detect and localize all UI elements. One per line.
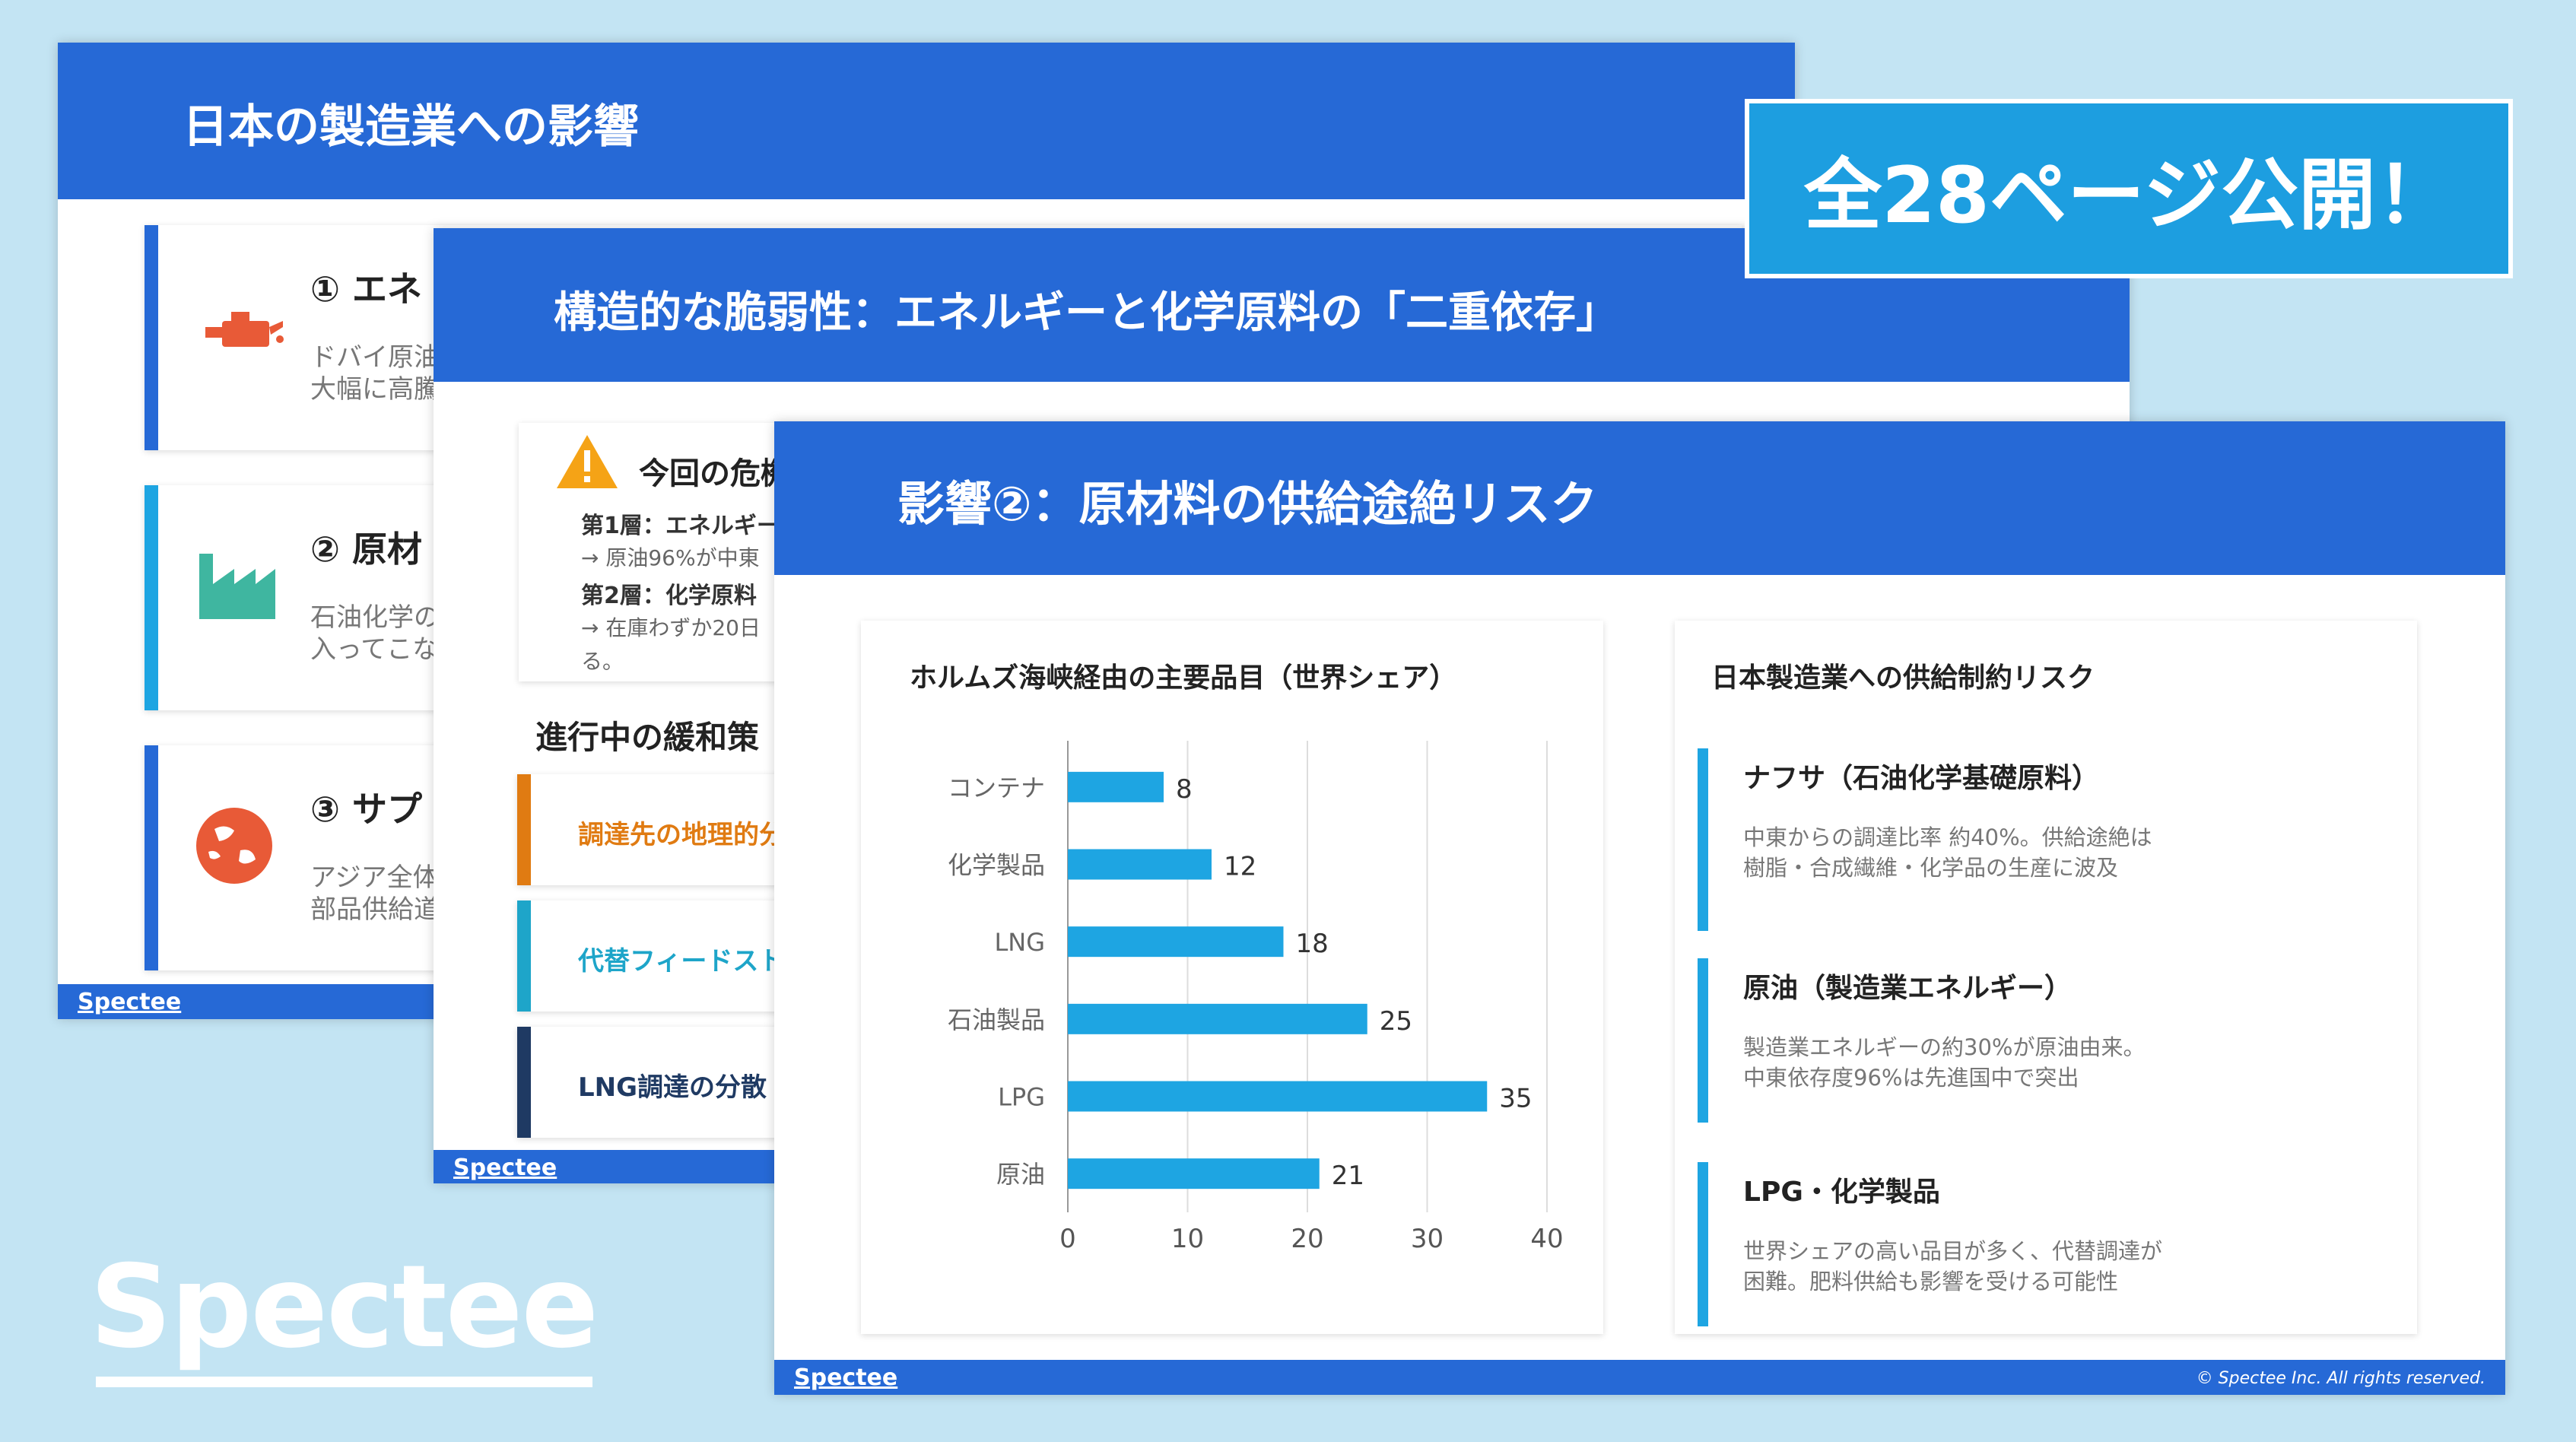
slide-header: 影響②：原材料の供給途絶リスク (774, 421, 2505, 575)
warning-line: → 原油96%が中東 (581, 545, 760, 570)
page-count-text: 全28ページ公開！ (1804, 150, 2454, 241)
x-tick-label: 40 (1530, 1224, 1563, 1254)
card-desc: 入ってこな (310, 634, 439, 665)
risk-title: 原油（製造業エネルギー） (1743, 973, 2073, 1004)
category-label: 石油製品 (948, 1005, 1045, 1034)
card-accent-bar (145, 745, 158, 970)
slide-title: 影響②：原材料の供給途絶リスク (897, 476, 1598, 532)
warning-icon (557, 435, 618, 488)
warning-line: 第2層：化学原料 (581, 583, 757, 609)
copyright: © Spectee Inc. All rights reserved. (2196, 1369, 2485, 1388)
slide-footer: Spectee © Spectee Inc. All rights reserv… (774, 1360, 2505, 1395)
risk-desc: 困難。肥料供給も影響を受ける可能性 (1743, 1269, 2119, 1294)
bar (1068, 849, 1212, 880)
logo-underline (96, 1377, 593, 1387)
warning-title: 今回の危機 (639, 456, 791, 491)
data-label: 8 (1176, 774, 1193, 805)
risk-item-crude: 原油（製造業エネルギー） 製造業エネルギーの約30%が原油由来。 中東依存度96… (1698, 958, 2382, 1123)
warning-line: 第1層：エネルギー (581, 513, 780, 539)
risk-accent-bar (1698, 1162, 1708, 1326)
bar (1068, 926, 1284, 958)
category-label: 原油 (996, 1160, 1045, 1189)
bar (1068, 1081, 1488, 1112)
bar (1068, 1158, 1320, 1189)
card-accent-bar (145, 225, 158, 450)
bar-chart: 0 10 20 30 40 コンテナ 8 化学製品 12 LNG 18 石油製品 25 LPG 35 原油 21 (948, 741, 1564, 1254)
footer-logo: Spectee (78, 989, 182, 1015)
x-tick-label: 20 (1291, 1224, 1323, 1254)
risk-desc: 樹脂・合成繊維・化学品の生産に波及 (1743, 855, 2119, 881)
warning-line: → 在庫わずか20日 (581, 615, 761, 640)
risk-accent-bar (1698, 958, 1708, 1123)
x-tick-label: 0 (1059, 1224, 1076, 1254)
card-desc: ドバイ原油 (310, 342, 440, 373)
data-label: 21 (1332, 1161, 1364, 1191)
risk-accent-bar (1698, 748, 1708, 931)
risk-desc: 中東依存度96%は先進国中で突出 (1743, 1065, 2079, 1091)
slide-header: 日本の製造業への影響 (58, 43, 1795, 199)
mitigation-heading: 進行中の緩和策 (535, 719, 760, 756)
card-title: ③ サプ (310, 789, 422, 830)
risk-desc: 中東からの調達比率 約40%。供給途絶は (1743, 824, 2152, 850)
risk-card: 日本製造業への供給制約リスク ナフサ（石油化学基礎原料） 中東からの調達比率 約… (1675, 621, 2417, 1334)
card-title: ② 原材 (310, 529, 422, 570)
category-label: コンテナ (948, 773, 1045, 802)
mitigation-label: 調達先の地理的分散 (578, 820, 811, 850)
mitigation-accent-bar (517, 774, 531, 885)
card-desc: 部品供給道 (310, 894, 440, 925)
slide-supply-disruption-risk: 影響②：原材料の供給途絶リスク ホルムズ海峡経由の主要品目（世界シェア） 0 10… (774, 421, 2505, 1395)
page-count-badge: 全28ページ公開！ (1745, 99, 2513, 278)
spectee-logo: Spectee (90, 1241, 599, 1387)
category-label: LPG (998, 1083, 1045, 1112)
risk-item-naphtha: ナフサ（石油化学基礎原料） 中東からの調達比率 約40%。供給途絶は 樹脂・合成… (1698, 748, 2382, 931)
chart-card: ホルムズ海峡経由の主要品目（世界シェア） 0 10 20 30 40 コンテナ 8 化学製品 1… (861, 621, 1603, 1334)
mitigation-accent-bar (517, 1027, 531, 1138)
data-label: 25 (1380, 1006, 1412, 1037)
risk-item-lpg: LPG・化学製品 世界シェアの高い品目が多く、代替調達が 困難。肥料供給も影響を… (1698, 1162, 2382, 1326)
card-title: ① エネ (310, 268, 422, 310)
risk-desc: 製造業エネルギーの約30%が原油由来。 (1743, 1034, 2146, 1060)
risk-desc: 世界シェアの高い品目が多く、代替調達が (1743, 1238, 2163, 1264)
card-desc: 石油化学の (310, 602, 440, 633)
slide-title: 日本の製造業への影響 (183, 100, 639, 154)
footer-logo: Spectee (453, 1155, 557, 1181)
category-label: LNG (994, 928, 1045, 957)
x-tick-label: 10 (1171, 1224, 1204, 1254)
factory-icon (199, 554, 275, 619)
bar (1068, 1003, 1367, 1034)
warning-line: る。 (581, 649, 624, 674)
x-tick-label: 30 (1411, 1224, 1444, 1254)
risk-title: LPG・化学製品 (1743, 1177, 1940, 1208)
card-desc: 大幅に高騰 (310, 374, 440, 405)
risk-card-title: 日本製造業への供給制約リスク (1711, 662, 2095, 694)
data-label: 35 (1499, 1084, 1532, 1114)
mitigation-label: LNG調達の分散 (578, 1072, 767, 1103)
category-label: 化学製品 (948, 851, 1045, 880)
globe-icon (196, 808, 272, 884)
footer-logo: Spectee (794, 1364, 898, 1391)
slide-title: 構造的な脆弱性：エネルギーと化学原料の「二重依存」 (554, 288, 1618, 338)
card-desc: アジア全体 (310, 862, 439, 893)
data-label: 18 (1296, 929, 1329, 959)
mitigation-accent-bar (517, 900, 531, 1012)
brand-logo-text: Spectee (90, 1241, 599, 1374)
risk-title: ナフサ（石油化学基礎原料） (1743, 763, 2100, 794)
card-accent-bar (145, 485, 158, 710)
bar (1068, 771, 1164, 802)
data-label: 12 (1224, 852, 1256, 882)
chart-title: ホルムズ海峡経由の主要品目（世界シェア） (910, 662, 1457, 694)
oil-can-icon (205, 312, 284, 347)
